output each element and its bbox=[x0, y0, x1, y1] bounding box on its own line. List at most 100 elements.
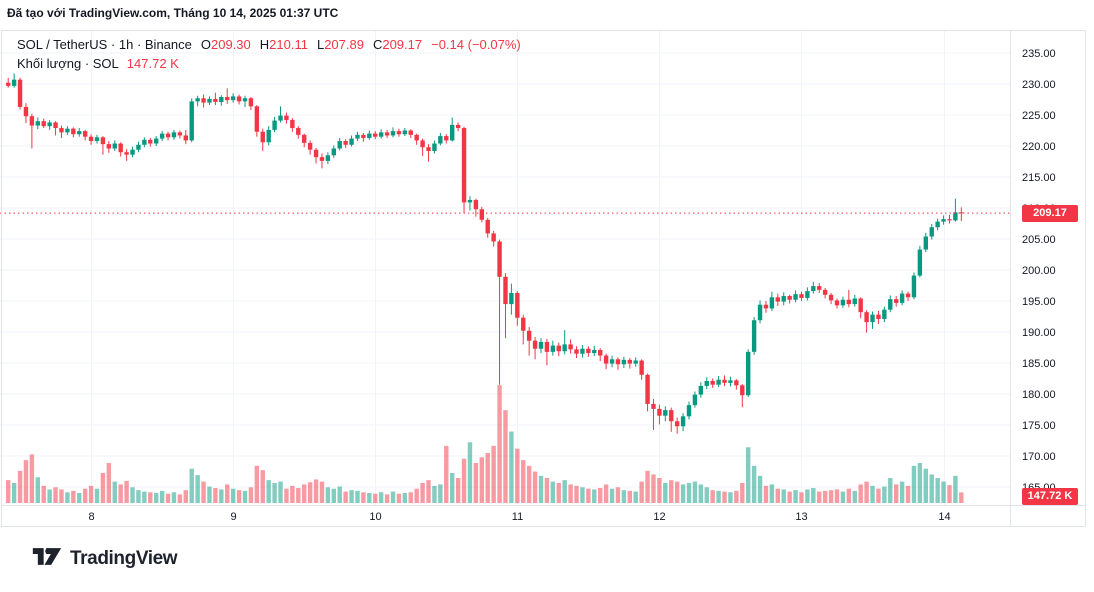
volume-bar bbox=[532, 471, 538, 503]
volume-bar bbox=[917, 463, 923, 503]
symbol-title: SOL / TetherUS · 1h · Binance bbox=[17, 37, 192, 52]
candle-down bbox=[177, 132, 183, 136]
candle-down bbox=[302, 134, 307, 143]
volume-bar bbox=[88, 485, 94, 503]
volume-bar bbox=[219, 489, 224, 503]
volume-bar bbox=[473, 463, 479, 503]
candle-down bbox=[627, 359, 632, 364]
volume-bar bbox=[775, 488, 780, 503]
candle-up bbox=[219, 97, 224, 102]
candle-down bbox=[71, 128, 76, 135]
candle-down bbox=[876, 314, 881, 319]
volume-bar bbox=[59, 489, 64, 503]
candle-down bbox=[544, 341, 550, 352]
candle-down bbox=[787, 296, 792, 300]
candle-down bbox=[59, 128, 64, 133]
candle-up bbox=[355, 134, 360, 139]
price-tick-label: 200.00 bbox=[1022, 265, 1056, 277]
volume-bar bbox=[148, 492, 153, 503]
volume-bar bbox=[657, 478, 662, 503]
candle-up bbox=[266, 129, 271, 143]
volume-bar bbox=[124, 480, 129, 503]
volume-bar bbox=[17, 470, 23, 503]
candle-up bbox=[207, 98, 212, 103]
symbol-legend[interactable]: SOL / TetherUS · 1h · Binance O209.30 H210… bbox=[17, 36, 521, 53]
ohlc-high: H210.11 bbox=[259, 37, 308, 52]
volume-bar bbox=[254, 465, 260, 503]
volume-bar bbox=[751, 465, 757, 503]
volume-bar bbox=[367, 493, 372, 503]
candle-down bbox=[763, 304, 769, 309]
volume-bar bbox=[858, 484, 863, 503]
candle-up bbox=[888, 299, 893, 310]
candle-down bbox=[88, 136, 94, 142]
candle-down bbox=[894, 299, 899, 303]
candle-up bbox=[716, 379, 721, 385]
ohlc-low: L207.89 bbox=[316, 37, 364, 52]
volume-legend[interactable]: Khối lượng · SOL 147.72 K bbox=[17, 55, 179, 72]
candle-up bbox=[698, 385, 704, 395]
candle-down bbox=[426, 147, 431, 151]
price-tick-label: 195.00 bbox=[1022, 296, 1056, 308]
current-price-label[interactable]: 209.17 bbox=[1022, 205, 1078, 222]
candle-down bbox=[828, 294, 834, 301]
volume-bar bbox=[402, 493, 408, 503]
volume-bar bbox=[746, 447, 751, 503]
candle-down bbox=[420, 140, 425, 148]
volume-bar bbox=[935, 478, 940, 503]
volume-bar bbox=[556, 483, 561, 503]
time-tick-label: 11 bbox=[512, 511, 523, 523]
candle-down bbox=[260, 131, 265, 143]
volume-bar bbox=[793, 490, 798, 503]
volume-bar bbox=[325, 487, 331, 503]
time-tick-label: 13 bbox=[795, 511, 807, 523]
candle-down bbox=[521, 317, 526, 331]
candle-down bbox=[722, 379, 727, 383]
candle-up bbox=[242, 98, 248, 102]
volume-bar bbox=[177, 494, 183, 503]
candle-up bbox=[805, 291, 810, 298]
candle-down bbox=[213, 98, 218, 102]
candle-down bbox=[586, 348, 591, 354]
volume-bar bbox=[384, 494, 390, 503]
candle-up bbox=[917, 249, 923, 276]
candle-up bbox=[367, 133, 372, 138]
volume-bar bbox=[888, 478, 893, 503]
price-tick-label: 175.00 bbox=[1022, 420, 1056, 432]
candle-up bbox=[911, 275, 917, 298]
volume-bar bbox=[461, 458, 467, 503]
volume-bar bbox=[195, 475, 200, 503]
price-tick-label: 225.00 bbox=[1022, 110, 1056, 122]
candle-up bbox=[509, 292, 514, 305]
volume-bar bbox=[787, 491, 792, 503]
candle-up bbox=[811, 286, 816, 292]
price-change: −0.14 (−0.07%) bbox=[431, 37, 521, 52]
candle-up bbox=[402, 130, 408, 135]
volume-bar bbox=[870, 485, 875, 503]
volume-bar bbox=[521, 460, 526, 503]
volume-bar bbox=[603, 484, 609, 503]
current-volume-label[interactable]: 147.72 K bbox=[1022, 488, 1078, 505]
volume-bar bbox=[550, 481, 556, 503]
volume-bar bbox=[562, 480, 567, 503]
candle-up bbox=[136, 144, 141, 150]
candle-down bbox=[834, 300, 840, 306]
volume-bar bbox=[894, 484, 899, 503]
candle-up bbox=[130, 149, 135, 155]
candle-down bbox=[290, 119, 295, 129]
volume-bar bbox=[716, 490, 721, 503]
volume-bar bbox=[710, 490, 715, 503]
volume-bar bbox=[674, 481, 680, 503]
volume-bar bbox=[526, 465, 532, 503]
volume-bar bbox=[260, 470, 265, 503]
candle-down bbox=[384, 132, 390, 136]
volume-bar bbox=[41, 485, 46, 503]
tradingview-logo[interactable]: TradingView bbox=[32, 547, 178, 571]
volume-bar bbox=[307, 482, 313, 503]
candle-down bbox=[959, 212, 964, 214]
volume-bar bbox=[479, 457, 484, 503]
volume-bar bbox=[236, 490, 242, 503]
volume-bar bbox=[876, 488, 881, 503]
